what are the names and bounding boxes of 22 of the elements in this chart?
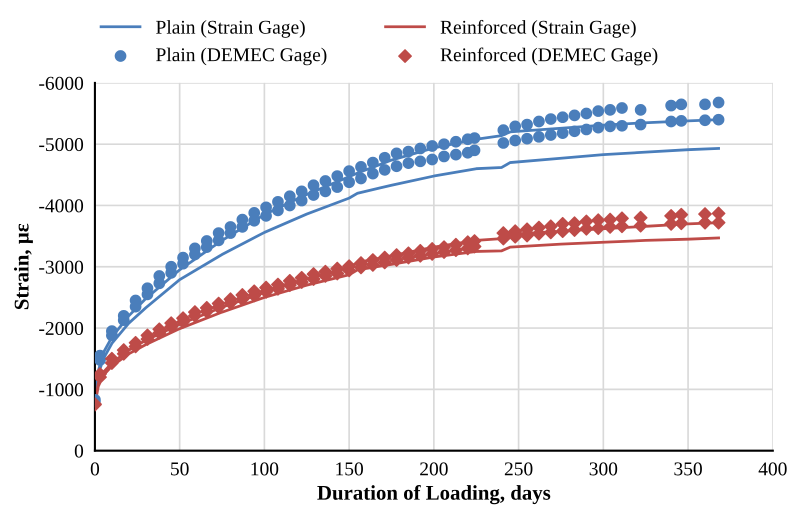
x-tick-label: 300 (590, 462, 618, 476)
y-tick-label: 0 (74, 444, 84, 458)
y-tick-label: -1000 (39, 383, 84, 396)
x-tick-label: 0 (90, 462, 100, 476)
y-tick-label: -5000 (39, 138, 84, 152)
x-tick-label: 350 (674, 462, 702, 476)
x-tick-label: 50 (171, 462, 189, 476)
x-tick-label: 250 (504, 462, 532, 476)
y-tick-label: -4000 (39, 199, 84, 212)
x-axis-title: Duration of Loading, days (317, 484, 550, 504)
y-tick-label: -3000 (39, 260, 84, 274)
legend-label: Plain (DEMEC Gage) (156, 48, 326, 66)
x-tick-label: 200 (420, 462, 448, 476)
y-tick-label: -6000 (39, 76, 84, 90)
x-tick-label: 400 (758, 462, 787, 476)
legend-label: Reinforced (DEMEC Gage) (440, 47, 658, 66)
y-axis-title: Strain, µε (14, 224, 33, 310)
y-tick-label: -2000 (39, 322, 84, 336)
legend-label: Reinforced (Strain Gage) (440, 20, 636, 38)
x-tick-label: 100 (252, 462, 278, 476)
legend-label: Plain (Strain Gage) (156, 20, 305, 38)
x-tick-label: 150 (336, 462, 363, 476)
